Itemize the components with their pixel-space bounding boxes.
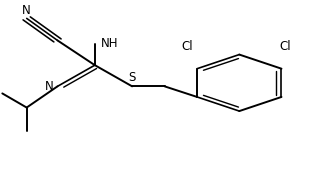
Text: S: S	[128, 71, 136, 84]
Text: N: N	[22, 4, 31, 17]
Text: Cl: Cl	[182, 40, 193, 53]
Text: N: N	[45, 80, 53, 93]
Text: Cl: Cl	[279, 40, 290, 53]
Text: NH: NH	[101, 37, 118, 51]
